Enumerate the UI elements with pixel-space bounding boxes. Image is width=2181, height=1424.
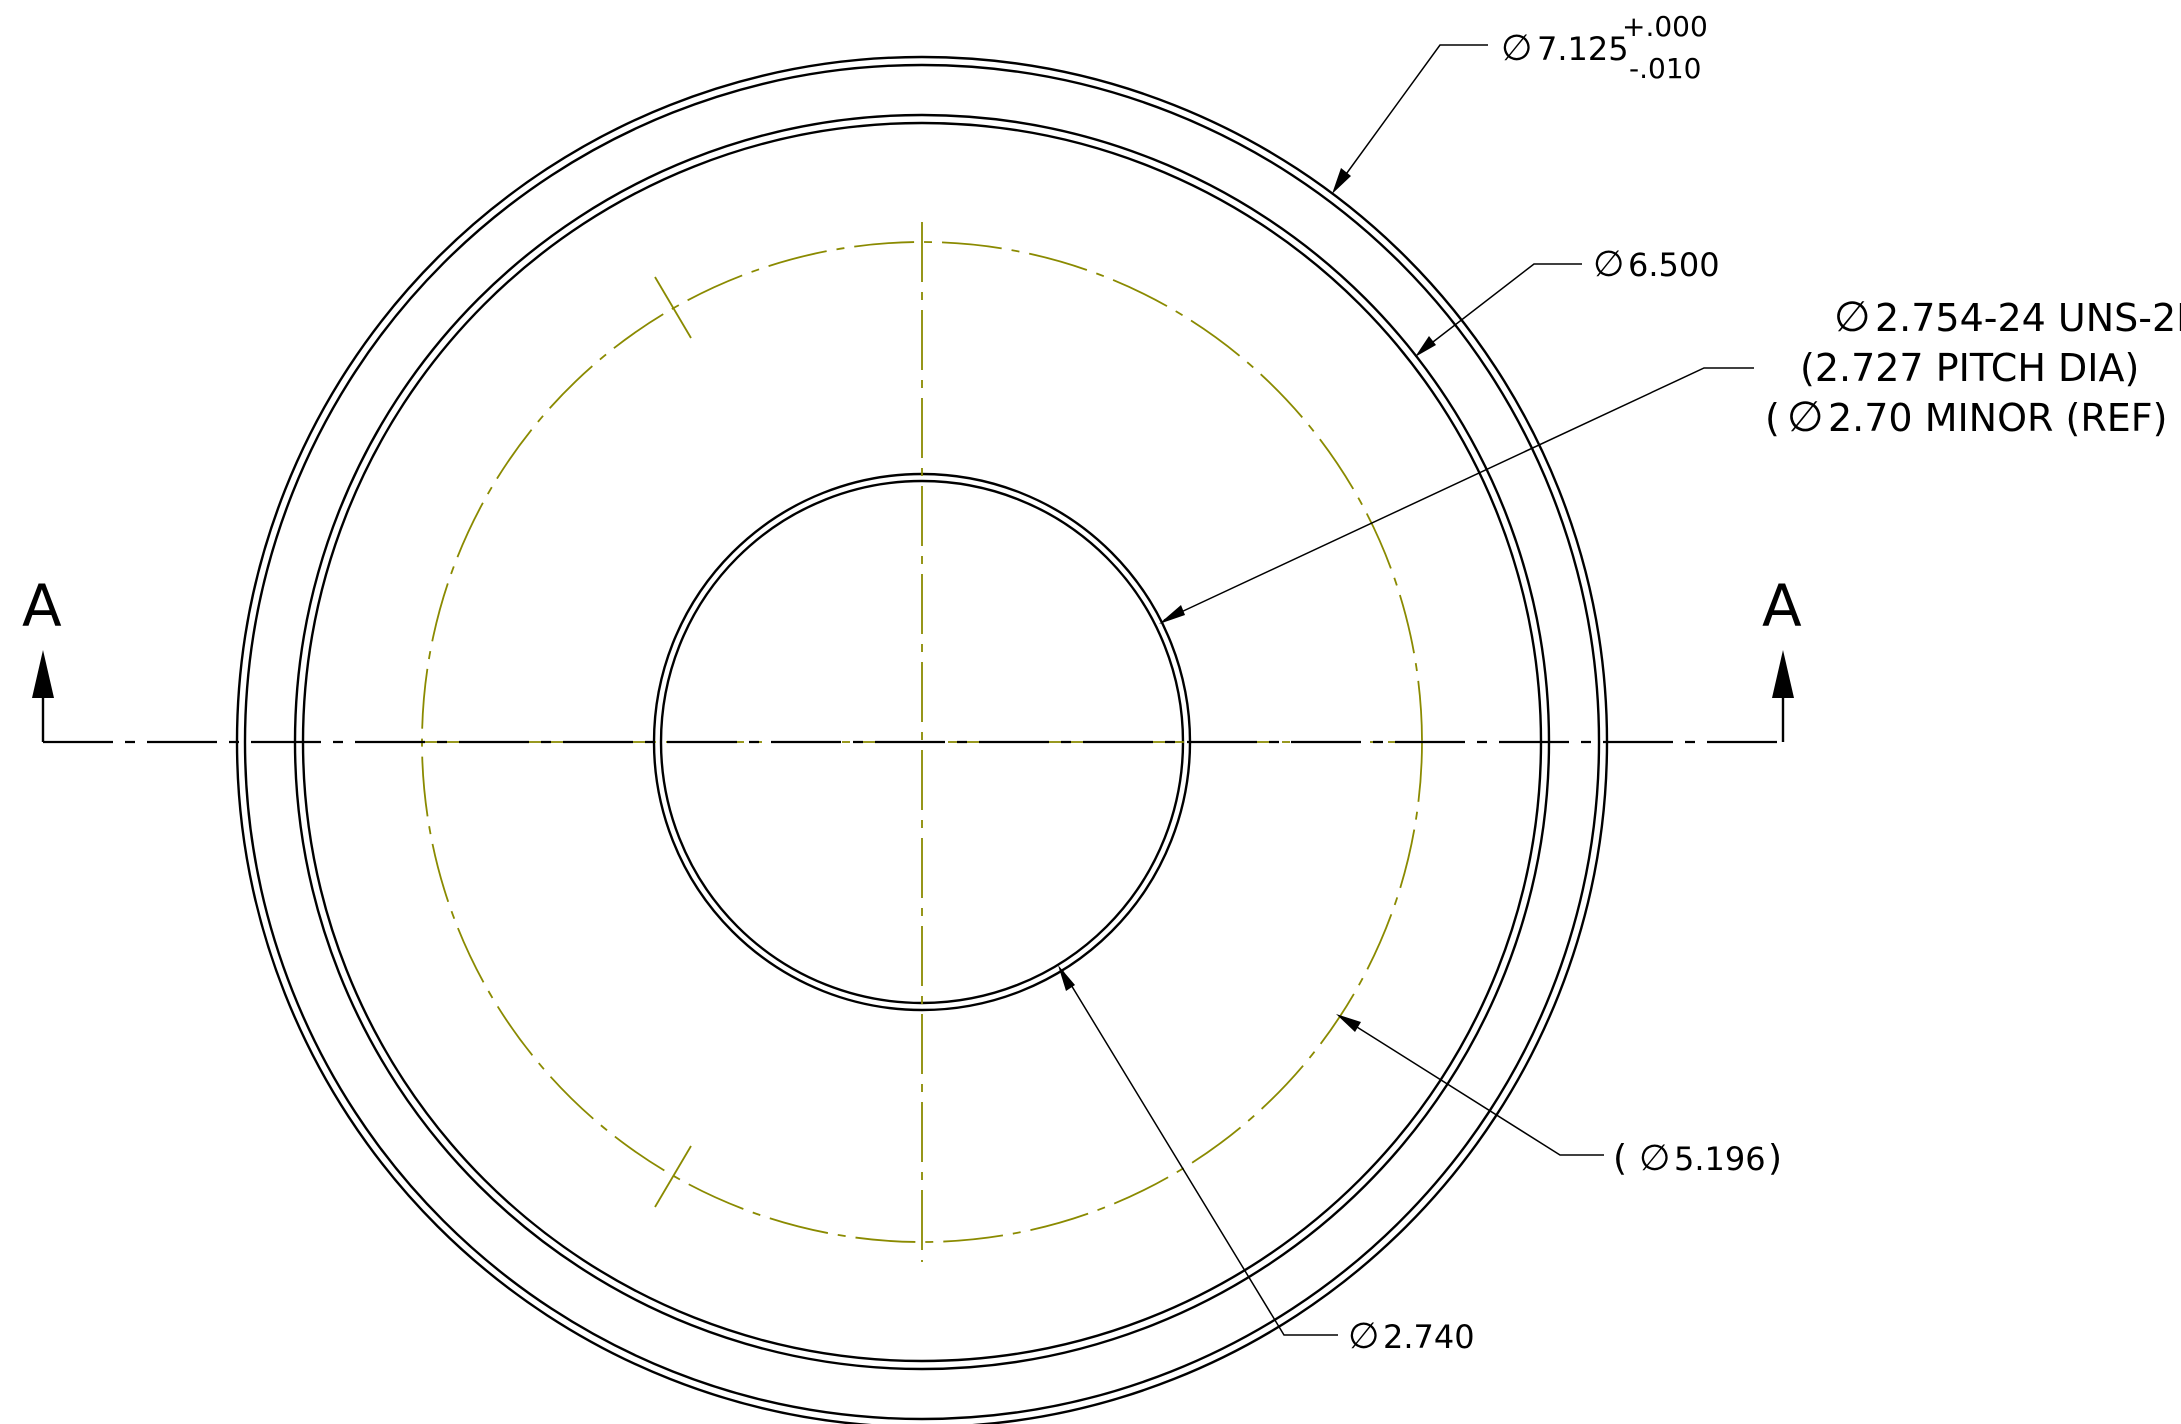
thread-line-3-open: ( <box>1765 396 1780 440</box>
bore-dia-arrowhead <box>1058 965 1075 991</box>
bore-dia-symbol: ∅ <box>1348 1316 1379 1357</box>
thread-line-1: 2.754-24 UNS-2B <box>1875 296 2181 340</box>
outer-dia-leader <box>1335 44 1488 189</box>
shoulder-dia-arrowhead <box>1415 336 1436 357</box>
outer-dia-tol-plus: +.000 <box>1622 10 1708 43</box>
thread-line-3-text: 2.70 MINOR (REF) <box>1828 396 2167 440</box>
bolt-circle-open-paren: ( <box>1613 1138 1627 1179</box>
bolt-circle-close-paren: ) <box>1768 1138 1782 1179</box>
outer-dia-symbol: ∅ <box>1501 28 1532 69</box>
bolt-circle-leader <box>1340 1016 1604 1156</box>
bolt-circle-arrowhead <box>1336 1014 1361 1032</box>
bolt-circle-value: 5.196 <box>1674 1140 1766 1178</box>
section-arrow-left <box>32 650 54 698</box>
bolt-hole-tick-upper <box>654 276 692 339</box>
outer-dia-value: 7.125 <box>1537 30 1629 68</box>
thread-arrowhead <box>1159 605 1185 624</box>
section-label-left: A <box>22 572 62 640</box>
bore-dia-leader <box>1061 969 1338 1336</box>
bolt-hole-tick-lower <box>654 1145 692 1208</box>
section-arrow-right <box>1772 650 1794 698</box>
outer-dia-tol-minus: -.010 <box>1629 52 1701 85</box>
thread-symbol: ∅ <box>1834 292 1871 341</box>
outer-dia-arrowhead <box>1332 168 1351 194</box>
shoulder-dia-leader <box>1419 263 1582 353</box>
shoulder-dia-symbol: ∅ <box>1593 244 1624 285</box>
thread-line-3-symbol: ∅ <box>1787 392 1824 441</box>
thread-line-2: (2.727 PITCH DIA) <box>1800 346 2139 390</box>
bolt-circle-symbol: ∅ <box>1639 1138 1670 1179</box>
section-label-right: A <box>1762 572 1802 640</box>
shoulder-dia-value: 6.500 <box>1628 246 1720 284</box>
thread-leader <box>1163 367 1754 621</box>
outer-diameter-circle-inner <box>243 63 1601 1421</box>
bore-dia-value: 2.740 <box>1383 1318 1475 1356</box>
